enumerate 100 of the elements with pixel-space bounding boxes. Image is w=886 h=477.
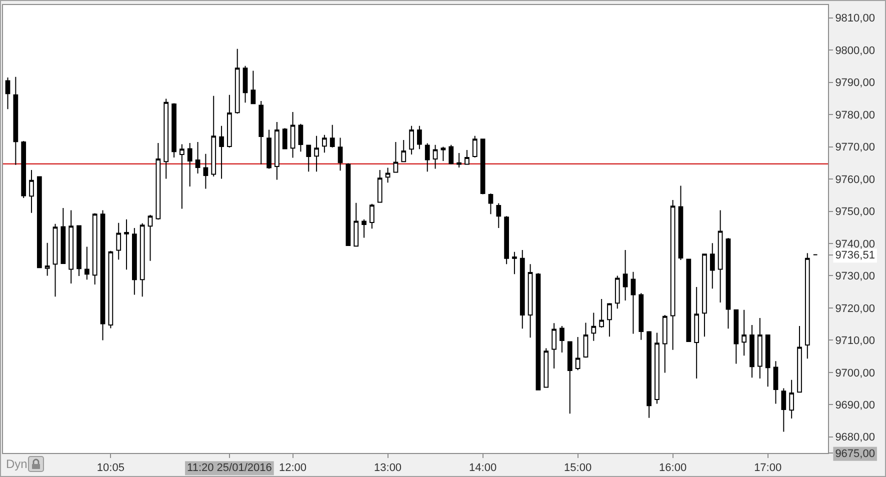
candlestick [330,124,335,148]
y-tick-label: 9780,00 [835,109,875,122]
y-tick-label: 9760,00 [835,174,875,186]
candlestick [472,135,478,158]
candlestick [266,129,272,170]
candlestick [417,125,422,150]
candlestick [789,379,794,420]
candlestick [718,210,723,303]
candlestick [409,125,414,156]
candlestick [804,252,810,360]
candlestick [370,203,374,230]
candlestick [60,208,66,264]
y-tick-label: 9810,00 [835,12,875,25]
x-tick-label: 17:00 [754,462,782,474]
candlestick [274,122,280,180]
candlestick [488,193,494,215]
candlestick [646,330,652,418]
candlestick [630,271,636,334]
candlestick [108,250,114,329]
candlestick [401,140,406,162]
y-tick-label: 9750,00 [835,206,875,218]
candlestick [480,138,486,195]
candlestick [258,100,264,165]
candlestick [68,210,74,284]
candlestick [424,142,430,172]
candlestick [132,228,137,296]
x-tick-label: 12:00 [279,462,307,474]
candlestick [140,222,145,298]
candlestick [211,95,216,177]
x-tick-label: 13:00 [374,462,402,474]
candlestick [536,272,541,391]
candlestick [306,144,312,172]
candlestick [560,326,564,353]
candlestick [219,125,224,180]
candlestick [242,65,248,104]
candlestick [432,144,438,170]
candlestick [203,153,208,190]
candlestick [591,312,596,342]
candlestick [781,388,786,432]
candlestick [21,140,26,199]
candlestick [662,314,668,374]
candlestick [346,162,351,246]
candlestick [694,286,700,380]
candlestick [734,309,739,364]
candlestick [354,202,359,247]
candlestick [448,144,454,165]
candlestick [654,332,660,404]
candlestick [164,98,169,180]
candlestick [726,238,731,330]
candlestick [520,249,525,330]
candlestick [599,298,604,328]
candlestick [100,210,106,341]
candlestick [377,170,382,203]
y-tick-label: 9730,00 [835,270,875,283]
candlestick [187,142,192,187]
candlestick [362,218,366,238]
candlestick [172,102,176,158]
candlestick [544,348,549,388]
candlestick [622,249,628,302]
candlestick [29,170,34,214]
candlestick [552,322,556,370]
candlestick [638,292,644,340]
candlestick [76,225,82,277]
y-tick-label: 9720,00 [835,302,875,315]
candlestick [614,275,620,310]
candlestick [583,322,588,358]
candlestick [385,167,390,184]
candlestick [607,302,612,338]
candlestick [750,324,754,378]
y-tick-label: 9800,00 [835,44,875,57]
candlestick [393,141,398,173]
candlestick [773,360,778,404]
candlestick [765,334,770,388]
candlestick [757,317,762,380]
candlestick [338,137,343,172]
candlestick [440,146,446,162]
y-tick-label: 9770,00 [835,142,875,154]
candlestick [575,336,580,371]
candlestick [148,214,153,262]
candlestick [124,218,129,270]
candlestick [528,264,533,338]
x-tick-label: 14:00 [469,462,497,474]
candlestick [13,76,18,166]
candlestick [686,258,692,342]
candlestick [84,246,90,280]
candlestick [512,251,517,275]
x-tick-label: 16:00 [659,462,687,474]
candlestick [797,326,802,393]
candlestick [456,152,462,168]
candlestick [44,242,50,276]
candlestick [496,202,502,229]
candlestick [282,128,288,150]
candlestick [250,70,256,104]
candlestick [464,150,470,165]
candlestick [195,141,200,174]
candlestick [234,48,240,114]
x-tick-label: 15:00 [564,462,592,474]
y-tick-label: 9680,00 [835,432,875,444]
candlestick [156,142,161,220]
candlestick [670,199,676,350]
